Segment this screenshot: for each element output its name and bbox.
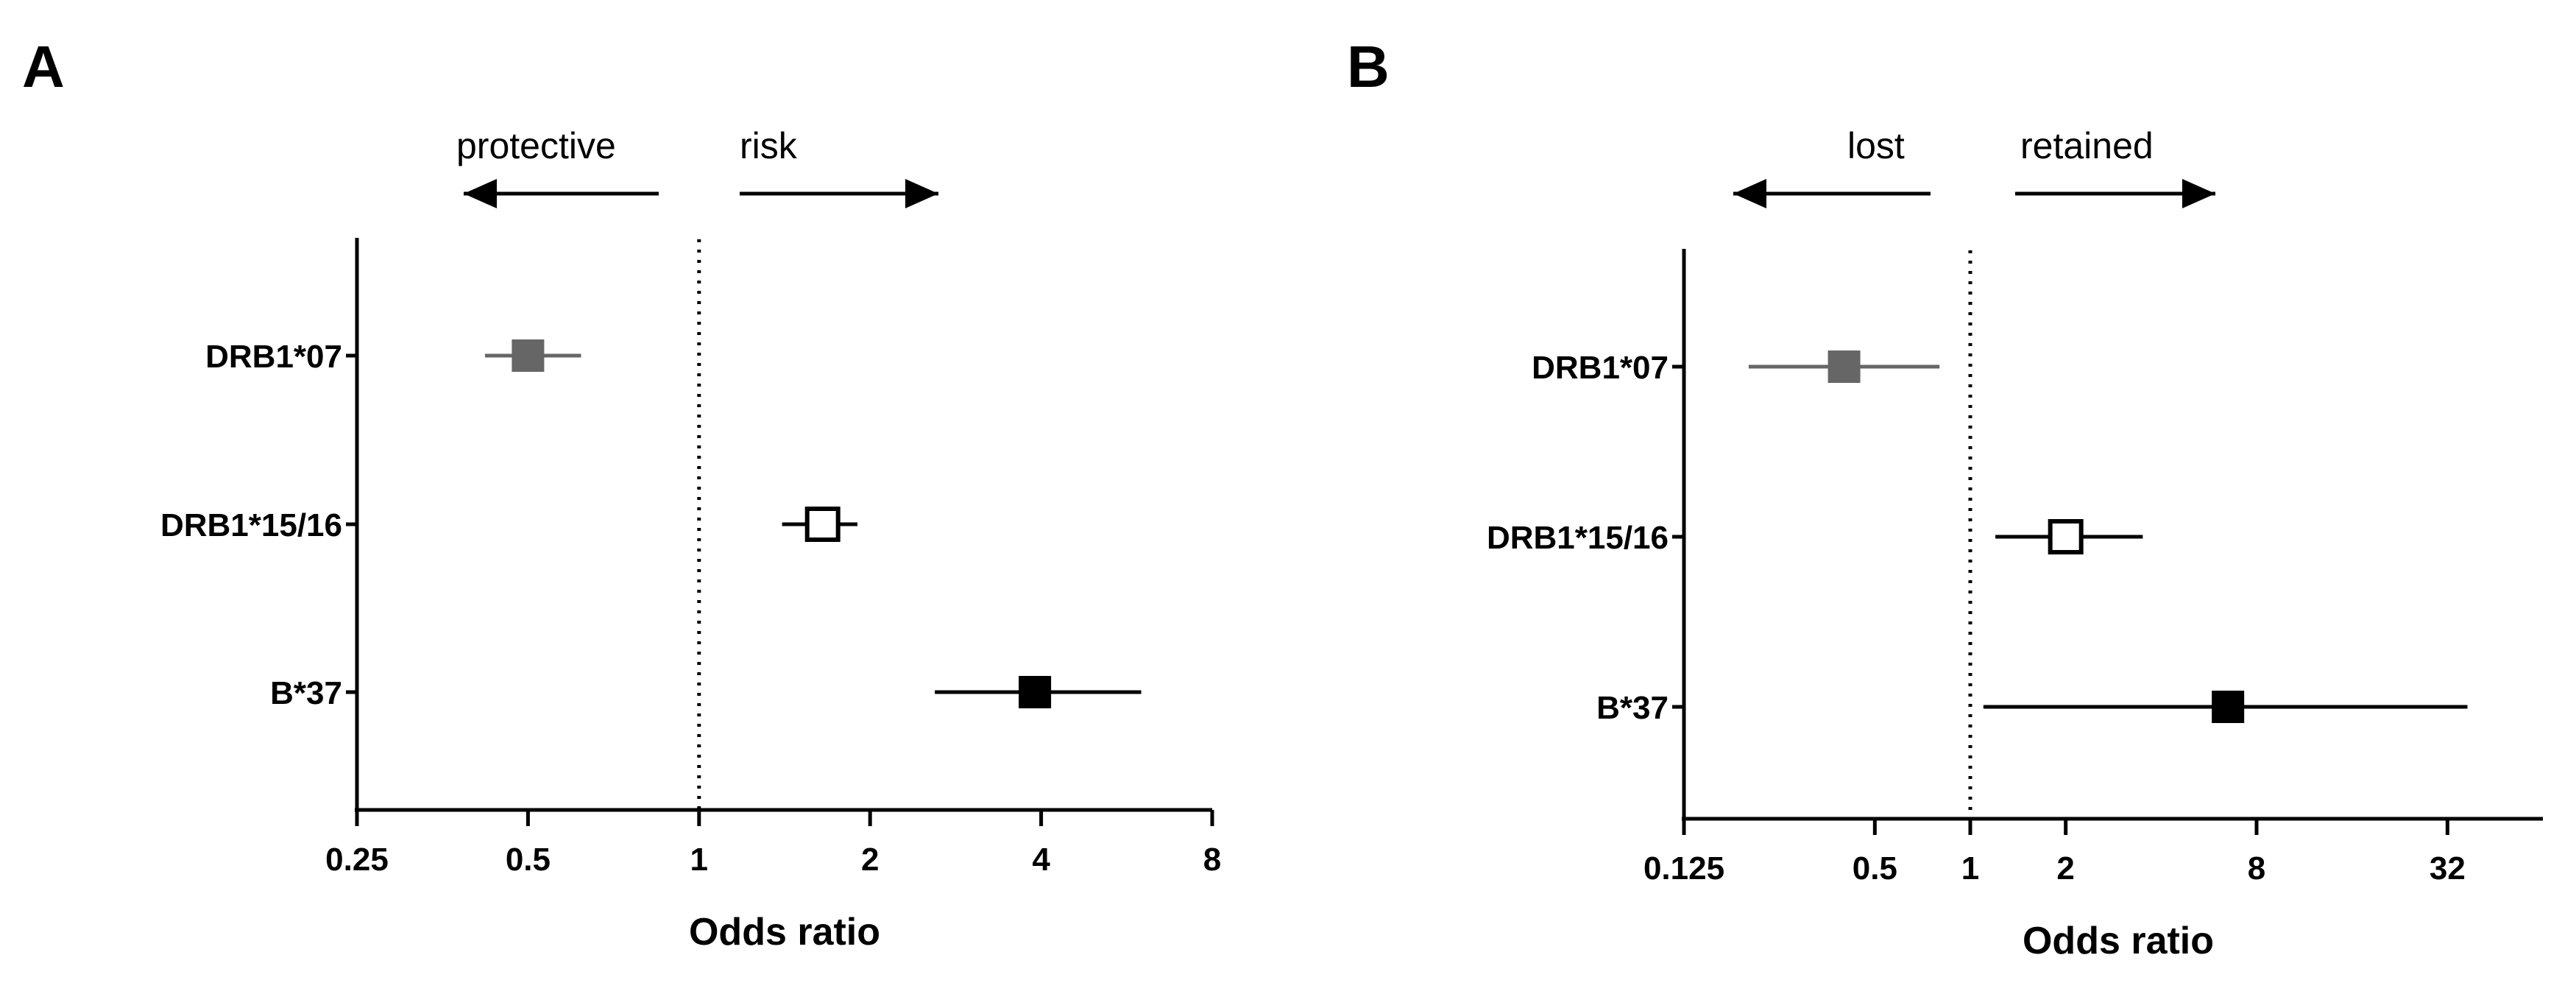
row-label: DRB1*07 — [205, 339, 342, 375]
panel-a-risk-label: risk — [740, 125, 798, 166]
panel-b-letter: B — [1347, 34, 1390, 99]
row-label: B*37 — [1596, 690, 1669, 726]
panel-b: B lost retained 0.125 0.5 1 2 8 32 DRB1*07DRB… — [1347, 34, 2543, 962]
row-label: B*37 — [270, 675, 342, 711]
panel-b-x-axis-title: Odds ratio — [2023, 920, 2214, 962]
x-tick-label: 1 — [1961, 850, 1979, 887]
odds-ratio-marker — [1019, 676, 1052, 708]
row-label: DRB1*15/16 — [1487, 520, 1669, 556]
panel-a-rows: DRB1*07 DRB1*15/16 B*37 — [160, 339, 1142, 711]
odds-ratio-marker — [512, 339, 545, 372]
panel-a: A protective risk 0.25 0.5 1 2 4 8 DRB1*07DRB… — [22, 34, 1221, 954]
x-tick-label: 2 — [861, 842, 879, 878]
panel-b-x-ticks: 0.125 0.5 1 2 8 32 — [1643, 819, 2466, 887]
odds-ratio-marker — [1827, 350, 1861, 383]
panel-a-x-ticks: 0.25 0.5 1 2 4 8 — [325, 810, 1221, 878]
panel-b-retained-label: retained — [2020, 125, 2154, 166]
x-tick-label: 4 — [1032, 842, 1050, 878]
panel-a-protective-label: protective — [456, 125, 616, 166]
odds-ratio-marker — [2048, 519, 2084, 554]
panel-b-lost-label: lost — [1847, 125, 1905, 166]
panel-b-rows: DRB1*07 DRB1*15/16 B*37 — [1487, 350, 2468, 726]
panel-a-x-axis-title: Odds ratio — [689, 911, 880, 954]
x-tick-label: 0.125 — [1643, 850, 1724, 887]
row-label: DRB1*07 — [1532, 350, 1669, 386]
row-label: DRB1*15/16 — [160, 507, 342, 543]
x-tick-label: 8 — [2248, 850, 2265, 887]
x-tick-label: 2 — [2056, 850, 2074, 887]
odds-ratio-marker — [2212, 691, 2245, 723]
panel-a-letter: A — [22, 34, 65, 99]
x-tick-label: 1 — [690, 842, 708, 878]
x-tick-label: 8 — [1203, 842, 1221, 878]
x-tick-label: 0.5 — [506, 842, 551, 878]
x-tick-label: 0.25 — [325, 842, 389, 878]
x-tick-label: 32 — [2430, 850, 2466, 887]
x-tick-label: 0.5 — [1853, 850, 1897, 887]
odds-ratio-marker — [804, 507, 841, 542]
